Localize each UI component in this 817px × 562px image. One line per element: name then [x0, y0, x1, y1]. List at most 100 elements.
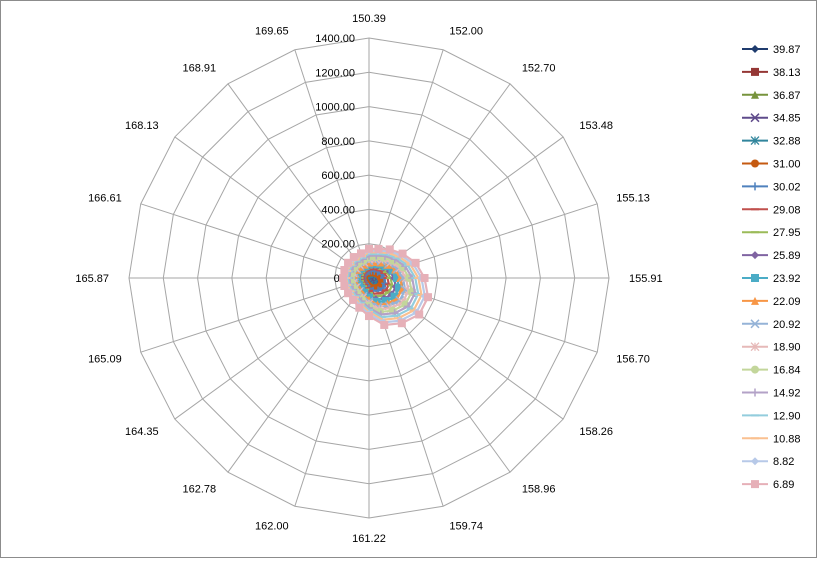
- legend-entry: 29.08: [742, 204, 801, 216]
- radial-tick-label: 200.00: [321, 239, 355, 251]
- data-point: [393, 274, 402, 282]
- legend-entry: 22.09: [742, 296, 801, 308]
- legend-entry: 38.13: [742, 67, 801, 79]
- spoke: [174, 277, 370, 420]
- legend-entry: 16.84: [742, 365, 801, 377]
- legend-entry: 23.92: [742, 273, 801, 285]
- legend-label: 29.08: [773, 204, 801, 216]
- legend-label: 23.92: [773, 273, 801, 285]
- category-label: 158.96: [522, 483, 556, 495]
- data-point: [411, 258, 420, 267]
- legend-entry: 12.90: [742, 410, 801, 422]
- category-label: 168.13: [125, 120, 159, 132]
- legend-entry: 20.92: [742, 319, 801, 331]
- legend-label: 22.09: [773, 296, 801, 308]
- category-label: 169.65: [255, 26, 289, 38]
- data-point: [339, 274, 348, 282]
- data-point: [751, 480, 759, 489]
- category-label: 158.26: [579, 426, 613, 438]
- category-label: 159.74: [449, 520, 483, 532]
- data-point: [381, 297, 390, 306]
- data-point: [751, 251, 759, 260]
- spoke: [227, 83, 370, 279]
- spoke: [174, 136, 370, 279]
- legend-entry: 27.95: [742, 227, 801, 239]
- legend-entry: 6.89: [742, 479, 794, 491]
- category-label: 161.22: [352, 533, 386, 545]
- data-point: [424, 293, 433, 302]
- category-label: 153.48: [579, 120, 613, 132]
- category-label: 155.13: [616, 193, 650, 205]
- data-point: [750, 113, 760, 123]
- spoke: [227, 277, 370, 473]
- data-point: [751, 274, 759, 282]
- data-point: [751, 388, 759, 397]
- legend-entry: 34.85: [742, 113, 801, 125]
- data-point: [374, 244, 383, 253]
- category-label: 165.09: [88, 353, 122, 365]
- category-label: 164.35: [125, 426, 159, 438]
- category-label: 162.00: [255, 520, 289, 532]
- data-point: [398, 249, 407, 258]
- radial-tick-label: 600.00: [321, 170, 355, 182]
- legend-entry: 31.00: [742, 159, 801, 171]
- data-point: [397, 319, 406, 328]
- data-point: [380, 320, 389, 329]
- legend-label: 16.84: [773, 365, 801, 377]
- legend-label: 8.82: [773, 456, 794, 468]
- legend-label: 18.90: [773, 342, 801, 354]
- data-point: [394, 283, 403, 292]
- radial-tick-label: 1000.00: [315, 102, 355, 114]
- data-point: [751, 365, 759, 374]
- data-point: [751, 457, 759, 466]
- category-label: 166.61: [88, 193, 122, 205]
- legend-entry: 8.82: [742, 456, 794, 468]
- series-6.89: [339, 244, 433, 329]
- category-label: 152.00: [449, 26, 483, 38]
- category-label: 156.70: [616, 353, 650, 365]
- legend-entry: 36.87: [742, 90, 801, 102]
- data-point: [420, 274, 429, 282]
- legend: 39.87 38.13 36.87 34.85 32.88 31.00 30.02 29.08…: [742, 44, 801, 491]
- radial-tick-label: 800.00: [321, 136, 355, 148]
- radial-tick-label: 400.00: [321, 204, 355, 216]
- data-point: [751, 296, 759, 305]
- legend-label: 34.85: [773, 113, 801, 125]
- legend-label: 32.88: [773, 136, 801, 148]
- legend-label: 31.00: [773, 159, 801, 171]
- data-point: [751, 67, 759, 76]
- spoke: [294, 277, 370, 507]
- data-point: [344, 258, 353, 267]
- series-14.92: [345, 251, 419, 319]
- series-group: [339, 244, 433, 329]
- radial-tick-label: 1400.00: [315, 33, 355, 45]
- data-point: [340, 281, 349, 290]
- legend-label: 6.89: [773, 479, 794, 491]
- legend-label: 12.90: [773, 410, 801, 422]
- data-point: [751, 159, 759, 168]
- data-point: [385, 245, 394, 254]
- data-point: [751, 90, 759, 99]
- data-point: [388, 266, 397, 275]
- radial-tick-label: 1200.00: [315, 67, 355, 79]
- legend-entry: 30.02: [742, 181, 801, 193]
- legend-label: 25.89: [773, 250, 801, 262]
- spoke: [368, 277, 598, 353]
- radial-tick-labels: 0.00200.00400.00600.00800.001000.001200.…: [315, 33, 355, 285]
- spoke: [368, 49, 444, 279]
- legend-entry: 32.88: [742, 136, 801, 148]
- data-point: [340, 266, 349, 275]
- data-point: [365, 312, 373, 321]
- category-label: 150.39: [352, 13, 386, 25]
- category-label: 162.78: [183, 483, 217, 495]
- category-label: 165.87: [75, 273, 109, 285]
- legend-entry: 39.87: [742, 44, 801, 56]
- legend-entry: 14.92: [742, 388, 801, 400]
- legend-label: 10.88: [773, 433, 801, 445]
- data-point: [349, 253, 358, 262]
- data-point: [750, 319, 760, 329]
- data-point: [372, 297, 381, 306]
- spoke: [140, 277, 370, 353]
- data-point: [344, 289, 353, 298]
